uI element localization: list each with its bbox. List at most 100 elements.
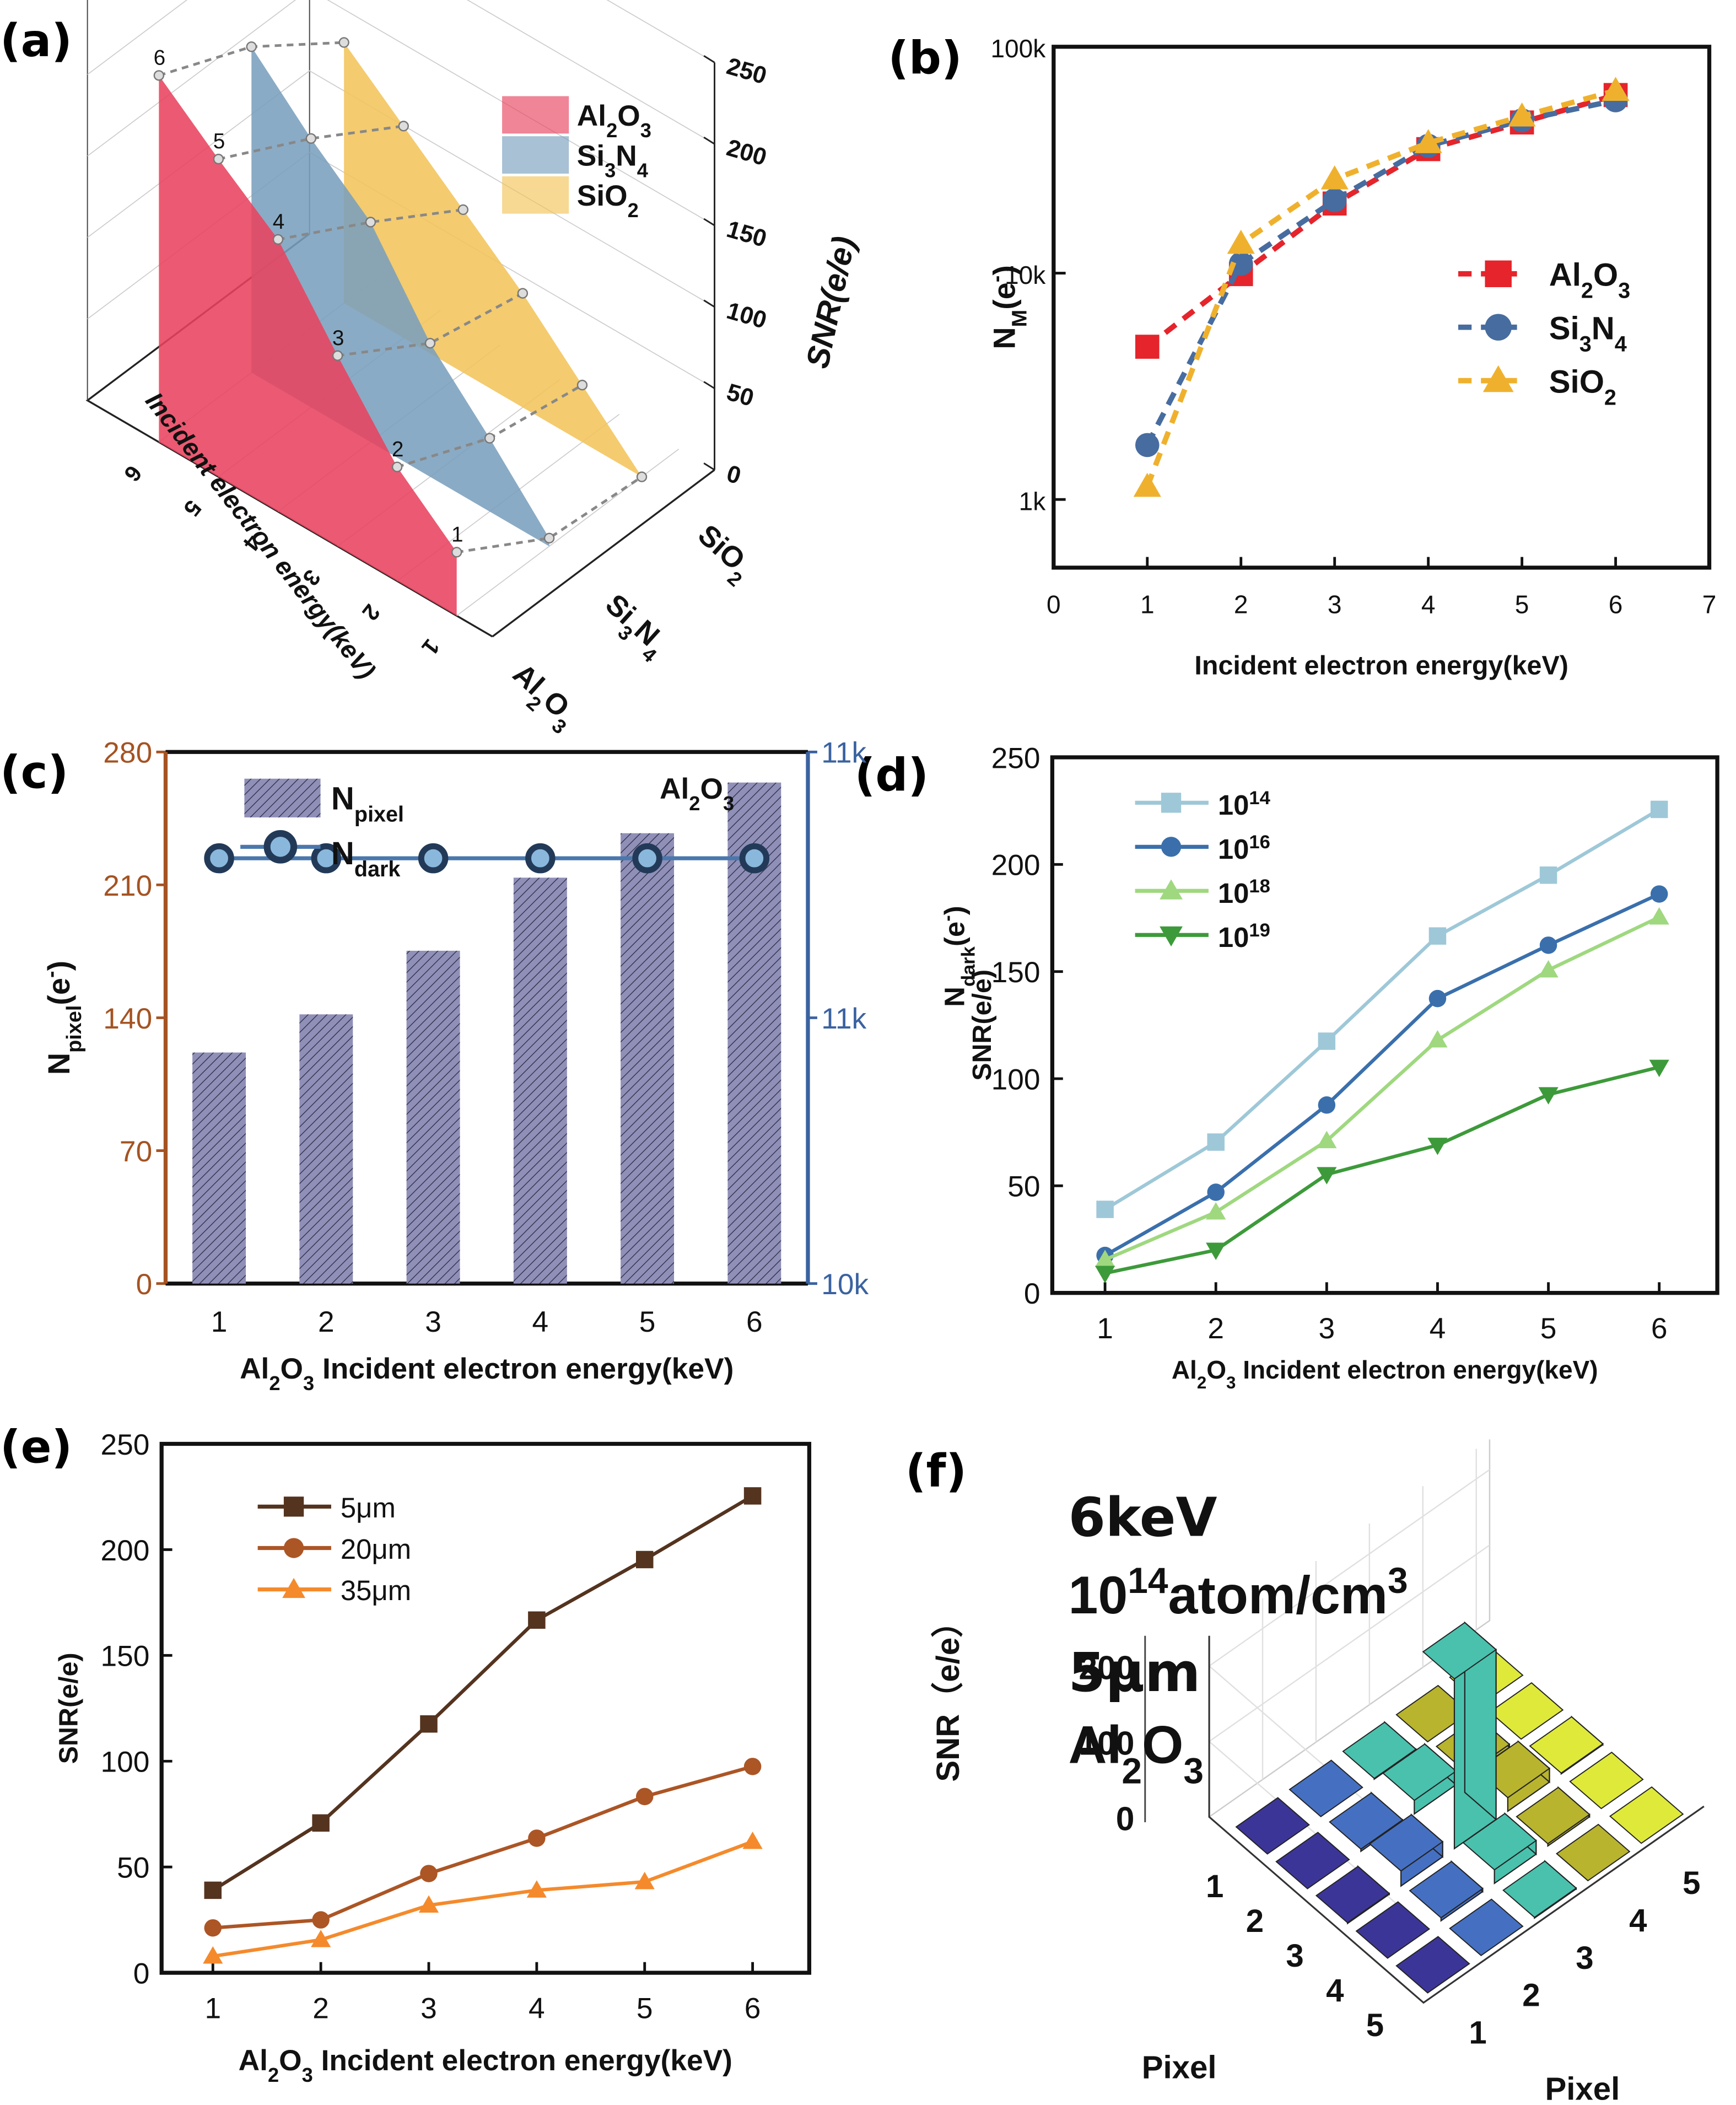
bar-top-face <box>1342 1721 1417 1779</box>
x-tick-label: 5 <box>179 496 206 521</box>
data-point-Si3N4 <box>1135 433 1160 457</box>
legend-label-1-part: 4 <box>637 159 648 181</box>
x-axis-label: Al2O3 Incident electron energy(keV) <box>239 2044 732 2086</box>
legend-label-1-part: N <box>616 139 637 172</box>
z-tick <box>703 299 715 308</box>
legend-label-1-part: 3 <box>1579 332 1592 356</box>
data-point <box>543 532 555 544</box>
data-point-3 <box>1538 1087 1559 1105</box>
data-point-SiO2 <box>1508 102 1536 127</box>
data-point-1 <box>1650 885 1668 903</box>
panel-label-b: (b) <box>888 32 962 84</box>
data-point-ndark <box>418 843 449 874</box>
data-point-3 <box>1427 1138 1448 1155</box>
series-line-1 <box>213 1764 753 1930</box>
legend-marker <box>283 1496 304 1517</box>
data-point-0 <box>743 1487 762 1505</box>
bar-top-face <box>1502 1860 1577 1918</box>
legend-label-0-part: 3 <box>1618 279 1630 303</box>
legend-label-ndark-part: N <box>331 836 354 871</box>
x-tick-label: 1 <box>1097 1312 1113 1345</box>
point-label: 6 <box>154 46 166 70</box>
data-point-1 <box>1318 1096 1336 1114</box>
panel-label-e: (e) <box>0 1421 72 1473</box>
col-tick-label: 3 <box>1576 1940 1593 1976</box>
x-tick-label: 5 <box>1540 1312 1557 1345</box>
x-tick-label: 4 <box>1421 590 1436 618</box>
data-point-1 <box>1428 989 1447 1008</box>
data-point-2 <box>311 1930 331 1947</box>
x-tick-label: 3 <box>1318 1312 1335 1345</box>
legend-marker <box>1482 365 1514 392</box>
x-axis-label-part: Al <box>1172 1355 1197 1384</box>
z-tick <box>703 381 715 389</box>
energy-connector <box>218 125 404 160</box>
legend-label-0-part: O <box>1593 257 1618 293</box>
series-line-3 <box>1104 1065 1660 1275</box>
legend-label-1-part: 16 <box>1249 832 1270 853</box>
z-tick <box>703 218 715 227</box>
z-tick-label: 200 <box>724 134 769 171</box>
y-axis-label: Pixel <box>1545 2071 1620 2105</box>
legend-label-2-part: 2 <box>628 199 639 222</box>
bar-top-face <box>1609 1786 1684 1844</box>
x-axis-label-part: Incident electron energy(keV) <box>1236 1355 1598 1384</box>
bar-npixel <box>406 950 460 1284</box>
data-point-0 <box>1207 1133 1225 1151</box>
x-axis-label: Al2O3 Incident electron energy(keV) <box>1172 1355 1598 1392</box>
y-axis-label-part: pixel <box>63 1005 86 1053</box>
y-axis-label-part: N <box>42 1053 76 1075</box>
x-tick-label: 2 <box>1234 590 1248 618</box>
x-axis-label-part: 3 <box>302 2063 313 2086</box>
bar-top-face <box>1275 1832 1350 1889</box>
x-tick-label: 1 <box>1140 590 1155 618</box>
x-axis-label-part: Al <box>240 1353 269 1385</box>
y-axis-label-part: ) <box>988 265 1022 276</box>
y-axis-label-part: (e <box>988 282 1022 310</box>
material-axis-label: Al2O3 <box>500 658 584 739</box>
data-point <box>153 70 165 81</box>
y2-axis-label-part: - <box>937 915 958 922</box>
y-axis-label-part: M <box>1009 310 1032 327</box>
plot-frame <box>1052 45 1712 570</box>
data-point-1 <box>743 1758 762 1775</box>
x-tick-label: 0 <box>1047 590 1061 618</box>
legend-marker <box>1160 926 1183 947</box>
legend-label-1-part: 4 <box>1615 332 1627 356</box>
plot-frame <box>1050 755 1719 1295</box>
y-tick-label: 100 <box>991 1063 1040 1096</box>
x-tick-label: 6 <box>1651 1312 1668 1345</box>
z-tick-label: 150 <box>724 216 769 252</box>
series-line-0 <box>1104 807 1660 1211</box>
x-tick-label: 2 <box>318 1306 335 1338</box>
legend-label-1: 1016 <box>1218 832 1270 865</box>
z-axis-label: SNR（e/e） <box>930 1606 966 1782</box>
bar-top-face <box>1409 1860 1484 1919</box>
y-tick-label: 210 <box>103 870 152 902</box>
energy-connector <box>278 208 463 241</box>
legend-label-0-part: Al <box>1549 257 1581 293</box>
y-axis-label: SNR(e/e) <box>54 1652 84 1764</box>
bar-top-face <box>1355 1901 1430 1959</box>
y-tick-label: 70 <box>120 1135 152 1168</box>
legend-label-2-part: 10 <box>1218 877 1249 909</box>
annotation-doping-part: 10 <box>1068 1565 1128 1625</box>
legend-label-1-part: Si <box>577 139 605 172</box>
z-tick <box>703 462 715 471</box>
data-point-2 <box>1538 960 1559 978</box>
data-point-0 <box>204 1881 222 1899</box>
annotation-doping-part: 14 <box>1128 1560 1168 1601</box>
panel-label-f: (f) <box>905 1445 967 1498</box>
bar-top-face <box>1449 1898 1524 1956</box>
data-point-0 <box>1650 800 1668 819</box>
y2-tick-label: 10k <box>821 1268 869 1301</box>
x-axis-label-part: Incident electron energy(keV) <box>314 1353 734 1385</box>
material-axis-label: SiO2 <box>686 519 759 591</box>
x-axis-label: Incident electron energy(keV) <box>1194 651 1568 681</box>
data-point-SiO2 <box>1320 165 1349 190</box>
x-tick-label: 5 <box>637 1992 653 2025</box>
x-axis-label-part: O <box>281 1353 303 1385</box>
